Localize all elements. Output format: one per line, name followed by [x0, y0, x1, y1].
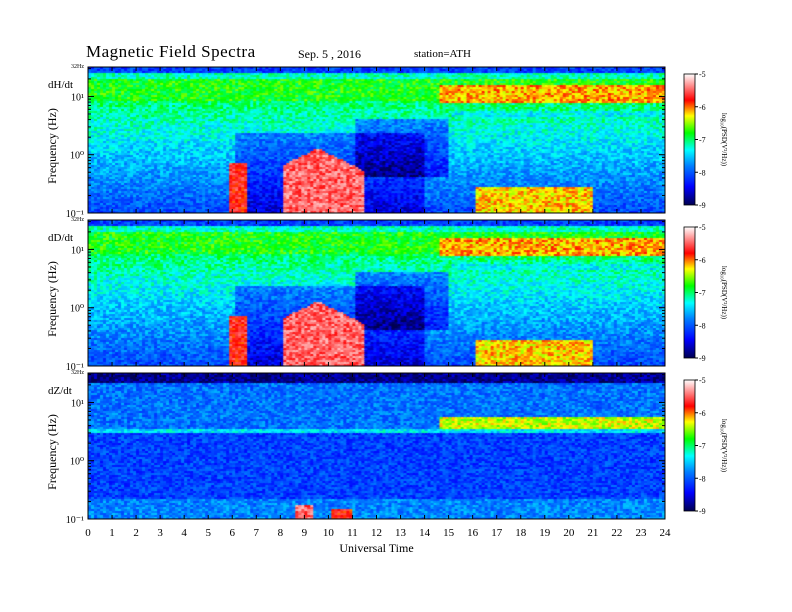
colorbar-tick-label: -7: [699, 136, 706, 145]
station-label: station=ATH: [414, 48, 471, 60]
colorbar: [683, 226, 696, 359]
colorbar-tick-label: -5: [699, 223, 706, 232]
x-tick-label: 5: [205, 527, 211, 539]
x-tick-label: 23: [635, 527, 647, 539]
y-axis-label: Frequency (Hz): [45, 108, 59, 184]
x-tick-label: 2: [133, 527, 139, 539]
colorbar-tick-label: -8: [699, 321, 706, 330]
y-tick-label: 10⁻¹: [66, 362, 84, 373]
colorbar-tick-label: -9: [699, 507, 706, 516]
x-tick-label: 10: [323, 527, 335, 539]
x-tick-label: 13: [395, 527, 407, 539]
x-tick-label: 4: [181, 527, 187, 539]
panel-label: dH/dt: [48, 79, 73, 91]
x-tick-label: 20: [563, 527, 575, 539]
top-freq-label: 32Hz: [71, 370, 84, 376]
colorbar-tick-label: -9: [699, 201, 706, 210]
colorbar-tick-label: -7: [699, 289, 706, 298]
top-freq-label: 32Hz: [71, 217, 84, 223]
colorbar-tick-label: -6: [699, 103, 706, 112]
y-tick-label: 10⁻¹: [66, 515, 84, 526]
panel-label: dZ/dt: [48, 385, 72, 397]
x-tick-label: 3: [157, 527, 163, 539]
y-tick-label: 10¹: [71, 245, 84, 256]
x-tick-label: 9: [302, 527, 308, 539]
colorbar-tick-label: -6: [699, 256, 706, 265]
spectrogram-image-3: [88, 373, 665, 519]
y-tick-label: 10⁻¹: [66, 209, 84, 220]
colorbar-tick-label: -5: [699, 376, 706, 385]
x-tick-label: 16: [467, 527, 479, 539]
y-tick-label: 10⁰: [70, 151, 84, 162]
y-axis-label: Frequency (Hz): [45, 414, 59, 490]
x-tick-label: 14: [419, 527, 431, 539]
colorbar-label: log₁₀(PSD(V²/Hz)): [720, 113, 728, 167]
x-tick-label: 17: [491, 527, 503, 539]
x-tick-label: 11: [347, 527, 358, 539]
colorbar-tick-label: -9: [699, 354, 706, 363]
colorbar-tick-label: -7: [699, 442, 706, 451]
panel-label: dD/dt: [48, 232, 73, 244]
top-freq-label: 32Hz: [71, 64, 84, 70]
colorbar-tick-label: -8: [699, 168, 706, 177]
x-tick-label: 21: [587, 527, 598, 539]
colorbar-tick-label: -5: [699, 70, 706, 79]
colorbar-tick-label: -6: [699, 409, 706, 418]
colorbar-tick-label: -8: [699, 474, 706, 483]
colorbar: [683, 379, 696, 512]
x-tick-label: 8: [278, 527, 284, 539]
spectrogram-image-2: [88, 220, 665, 366]
y-tick-label: 10¹: [71, 92, 84, 103]
colorbar-label: log₁₀(PSD(V²/Hz)): [720, 419, 728, 473]
spectrogram-image-1: [88, 67, 665, 213]
x-tick-label: 18: [515, 527, 527, 539]
x-tick-label: 7: [254, 527, 260, 539]
x-tick-label: 12: [371, 527, 382, 539]
colorbar-label: log₁₀(PSD(V²/Hz)): [720, 266, 728, 320]
x-tick-label: 24: [660, 527, 672, 539]
y-axis-label: Frequency (Hz): [45, 261, 59, 337]
x-tick-label: 6: [230, 527, 236, 539]
figure-title: Magnetic Field Spectra: [86, 42, 256, 61]
x-tick-label: 1: [109, 527, 115, 539]
x-tick-label: 22: [611, 527, 622, 539]
y-tick-label: 10⁰: [70, 304, 84, 315]
date-label: Sep. 5 , 2016: [298, 47, 361, 61]
x-tick-label: 15: [443, 527, 455, 539]
x-tick-label: 19: [539, 527, 551, 539]
x-tick-label: 0: [85, 527, 91, 539]
y-tick-label: 10⁰: [70, 457, 84, 468]
x-axis-label: Universal Time: [339, 541, 413, 555]
y-tick-label: 10¹: [71, 398, 84, 409]
colorbar: [683, 73, 696, 206]
